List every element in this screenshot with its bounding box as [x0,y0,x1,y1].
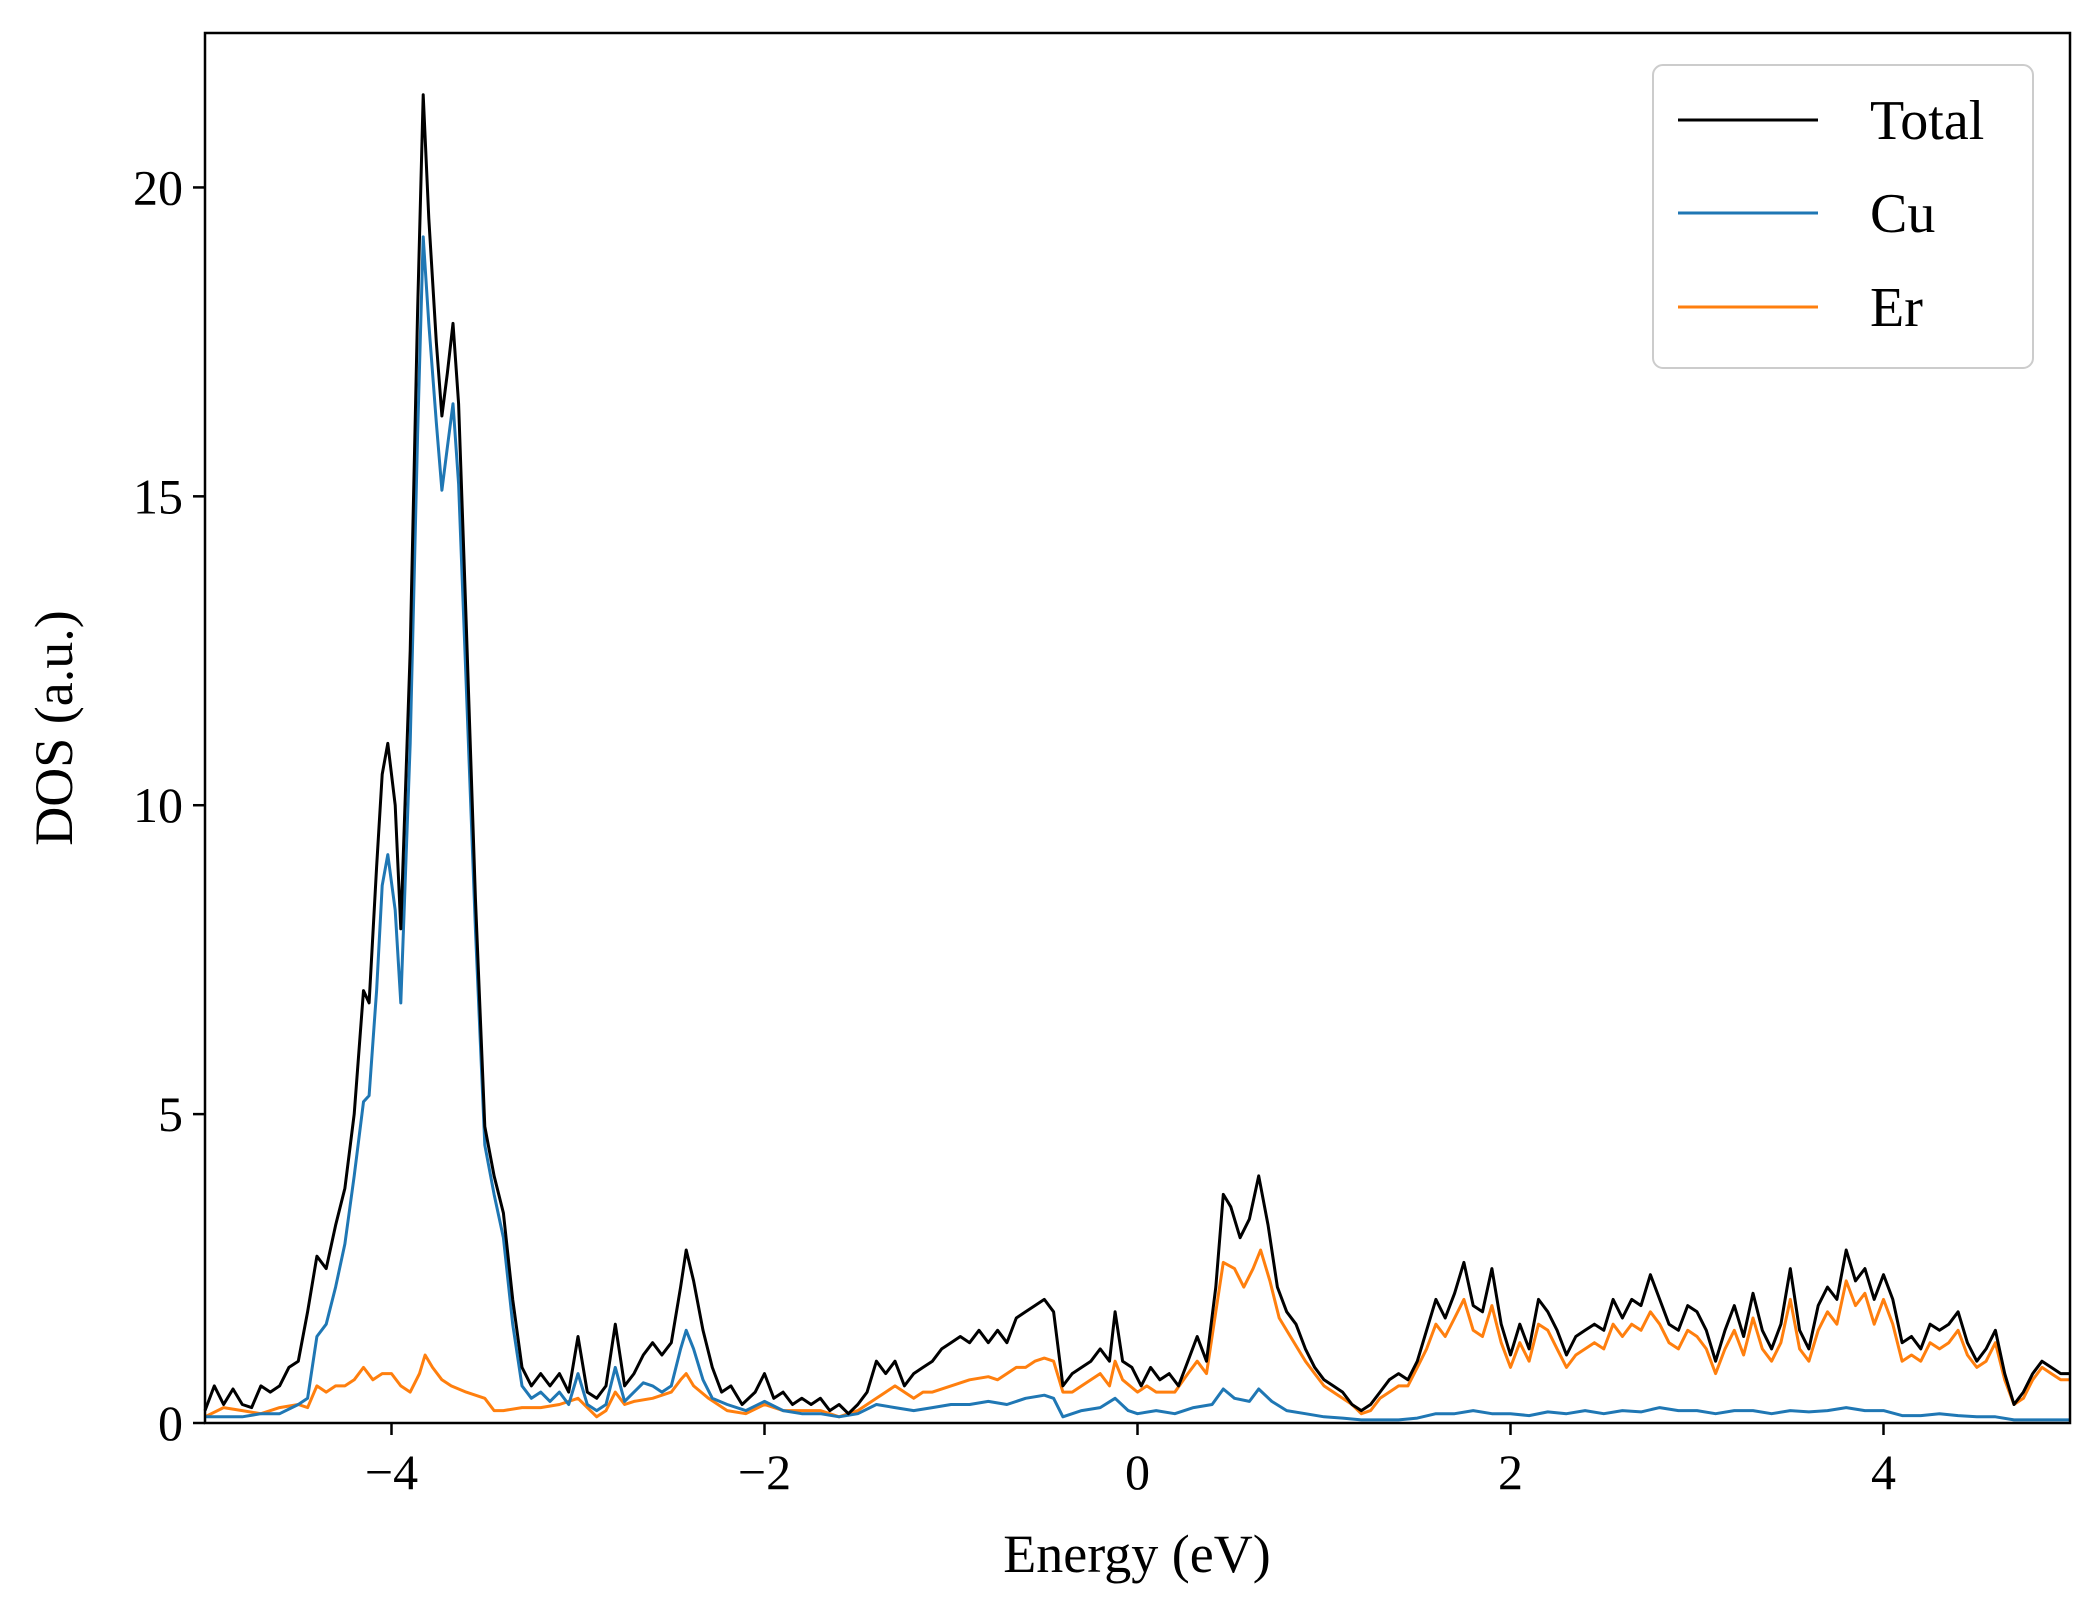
x-tick-label: −2 [738,1444,791,1500]
series-layer [203,93,2070,1422]
x-axis-title: Energy (eV) [1003,1524,1270,1584]
legend-label-cu: Cu [1870,183,1935,245]
tick-layer: −4 −2 0 2 4 0 5 10 15 20 [133,159,1896,1500]
legend-frame [1652,64,2034,369]
series-line-er [204,1248,2070,1419]
x-tick-label: 4 [1871,1444,1896,1500]
y-tick-label: 20 [133,159,183,215]
legend: Total Cu Er [1652,64,2034,369]
x-tick-label: 0 [1125,1444,1150,1500]
y-tick-label: 0 [158,1395,183,1451]
y-axis-title: DOS (a.u.) [24,610,84,845]
series-line-total [203,93,2070,1416]
x-tick-label: 2 [1498,1444,1523,1500]
y-tick-label: 15 [133,468,183,524]
y-tick-label: 10 [133,777,183,833]
series-line-cu [205,235,2070,1422]
legend-label-er: Er [1870,277,1923,339]
x-tick-label: −4 [365,1444,418,1500]
legend-label-total: Total [1870,90,1984,152]
y-tick-label: 5 [158,1086,183,1142]
